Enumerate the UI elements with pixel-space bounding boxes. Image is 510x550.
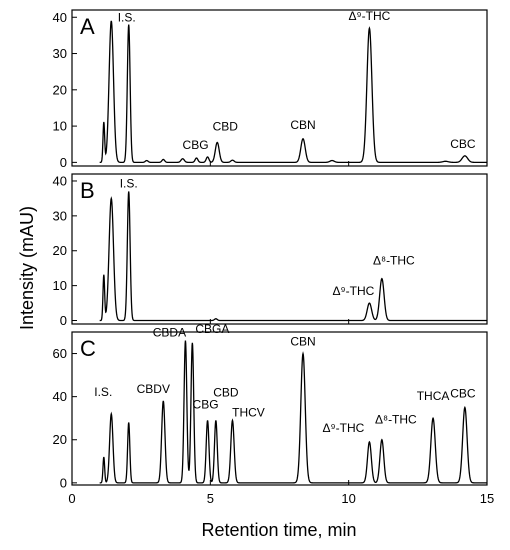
y-tick-label: 0 [60,155,67,170]
panel-letter: B [80,178,95,203]
peak-label: I.S. [120,176,138,190]
y-tick-label: 0 [60,313,67,328]
x-axis-title: Retention time, min [201,520,356,540]
peak-label: I.S. [118,11,136,25]
y-tick-label: 10 [53,119,67,134]
peak-label: THCA [417,389,450,403]
peak-label: CBG [183,138,209,152]
peak-label: CBD [213,119,239,133]
peak-label: Δ⁹-THC [323,421,365,435]
peak-label: CBC [450,386,476,400]
panel-frame [71,9,488,167]
x-tick-label: 15 [480,491,494,506]
panel-letter: A [80,14,95,39]
y-tick-label: 40 [53,173,67,188]
peak-label: CBDV [137,382,170,396]
chromatogram-trace [99,20,487,164]
peak-label: THCV [232,405,265,419]
peak-label: CBN [290,118,315,132]
peak-label: CBN [290,335,315,349]
y-tick-label: 0 [60,475,67,490]
peak-label: Δ⁸-THC [373,254,415,268]
peak-label: Δ⁸-THC [375,413,417,427]
peak-label: I.S. [94,385,112,399]
chromatogram-trace [99,340,487,484]
x-tick-label: 10 [341,491,355,506]
y-axis-title: Intensity (mAU) [17,206,37,330]
y-tick-label: 30 [53,208,67,223]
y-tick-label: 40 [53,10,67,25]
x-tick-label: 5 [207,491,214,506]
panel-frame [71,173,488,325]
y-tick-label: 20 [53,432,67,447]
y-tick-label: 10 [53,278,67,293]
peak-label: CBD [213,385,239,399]
peak-label: CBGA [195,322,229,336]
x-tick-label: 0 [68,491,75,506]
y-tick-label: 20 [53,243,67,258]
panel-frame [71,331,488,486]
peak-label: CBDA [153,326,186,340]
peak-label: CBG [193,397,219,411]
y-tick-label: 20 [53,82,67,97]
y-tick-label: 60 [53,346,67,361]
chromatogram-trace [99,191,487,322]
peak-label: Δ⁹-THC [349,9,391,23]
panel-letter: C [80,336,96,361]
peak-label: CBC [450,137,476,151]
y-tick-label: 40 [53,389,67,404]
y-tick-label: 30 [53,46,67,61]
peak-label: Δ⁹-THC [333,284,375,298]
